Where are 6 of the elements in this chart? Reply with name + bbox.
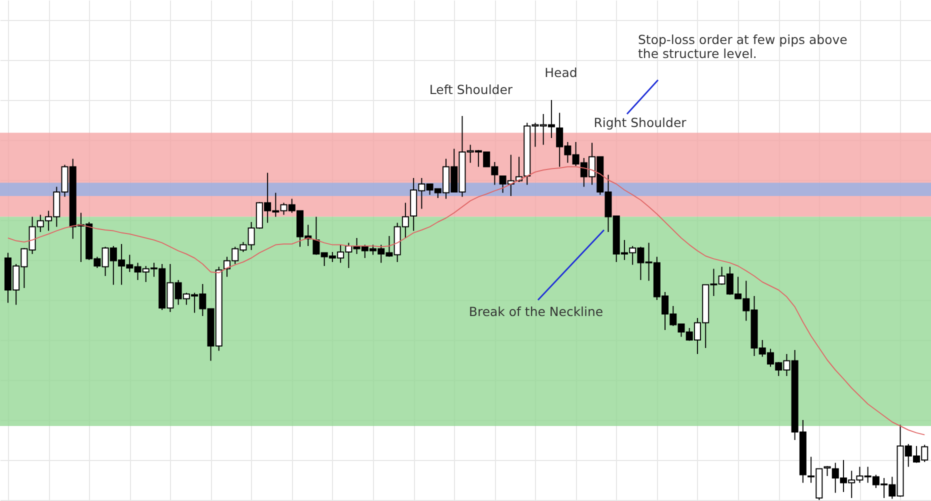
annotation: Right Shoulder: [594, 115, 688, 130]
text: Stop-loss order at few pips above the structure level.: [638, 32, 848, 61]
candlestick: [824, 466, 831, 476]
annotation: Break of the Neckline: [468, 304, 604, 319]
text: Left Shoulder: [429, 82, 514, 97]
text: Head: [544, 65, 578, 80]
